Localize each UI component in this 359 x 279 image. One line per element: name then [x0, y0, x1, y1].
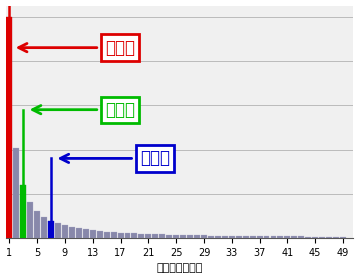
Bar: [125, 233, 130, 238]
Bar: [166, 235, 172, 238]
Bar: [180, 235, 186, 238]
Bar: [305, 237, 311, 238]
Bar: [97, 231, 103, 238]
Bar: [131, 233, 137, 238]
Bar: [34, 211, 40, 238]
Text: 中央値: 中央値: [105, 101, 135, 119]
Bar: [20, 185, 26, 238]
Bar: [48, 220, 54, 238]
Bar: [118, 233, 123, 238]
Bar: [76, 228, 82, 238]
Bar: [292, 236, 297, 238]
Bar: [298, 237, 304, 238]
Bar: [333, 237, 339, 238]
Bar: [340, 237, 346, 238]
Bar: [326, 237, 332, 238]
Bar: [159, 234, 165, 238]
Bar: [194, 235, 200, 238]
Text: 最頼値: 最頼値: [105, 39, 135, 57]
Bar: [243, 236, 249, 238]
Bar: [201, 235, 207, 238]
Bar: [20, 185, 26, 238]
Bar: [229, 236, 235, 238]
Bar: [111, 232, 117, 238]
Bar: [271, 236, 276, 238]
Bar: [284, 236, 290, 238]
Bar: [250, 236, 256, 238]
Bar: [222, 236, 228, 238]
Bar: [48, 220, 54, 238]
Bar: [278, 236, 283, 238]
Bar: [139, 234, 144, 238]
Text: 平均値: 平均値: [140, 150, 170, 167]
Bar: [104, 232, 109, 238]
Bar: [55, 223, 61, 238]
Bar: [264, 236, 270, 238]
Bar: [145, 234, 151, 238]
Bar: [173, 235, 179, 238]
Bar: [152, 234, 158, 238]
Bar: [69, 227, 75, 238]
X-axis label: ページビュー数: ページビュー数: [157, 263, 203, 273]
Bar: [6, 17, 12, 238]
Bar: [6, 17, 12, 238]
Bar: [187, 235, 193, 238]
Bar: [90, 230, 96, 238]
Bar: [236, 236, 242, 238]
Bar: [62, 225, 68, 238]
Bar: [13, 148, 19, 238]
Bar: [319, 237, 325, 238]
Bar: [27, 202, 33, 238]
Bar: [215, 236, 221, 238]
Bar: [312, 237, 318, 238]
Bar: [208, 235, 214, 238]
Bar: [41, 217, 47, 238]
Bar: [83, 229, 89, 238]
Bar: [257, 236, 262, 238]
